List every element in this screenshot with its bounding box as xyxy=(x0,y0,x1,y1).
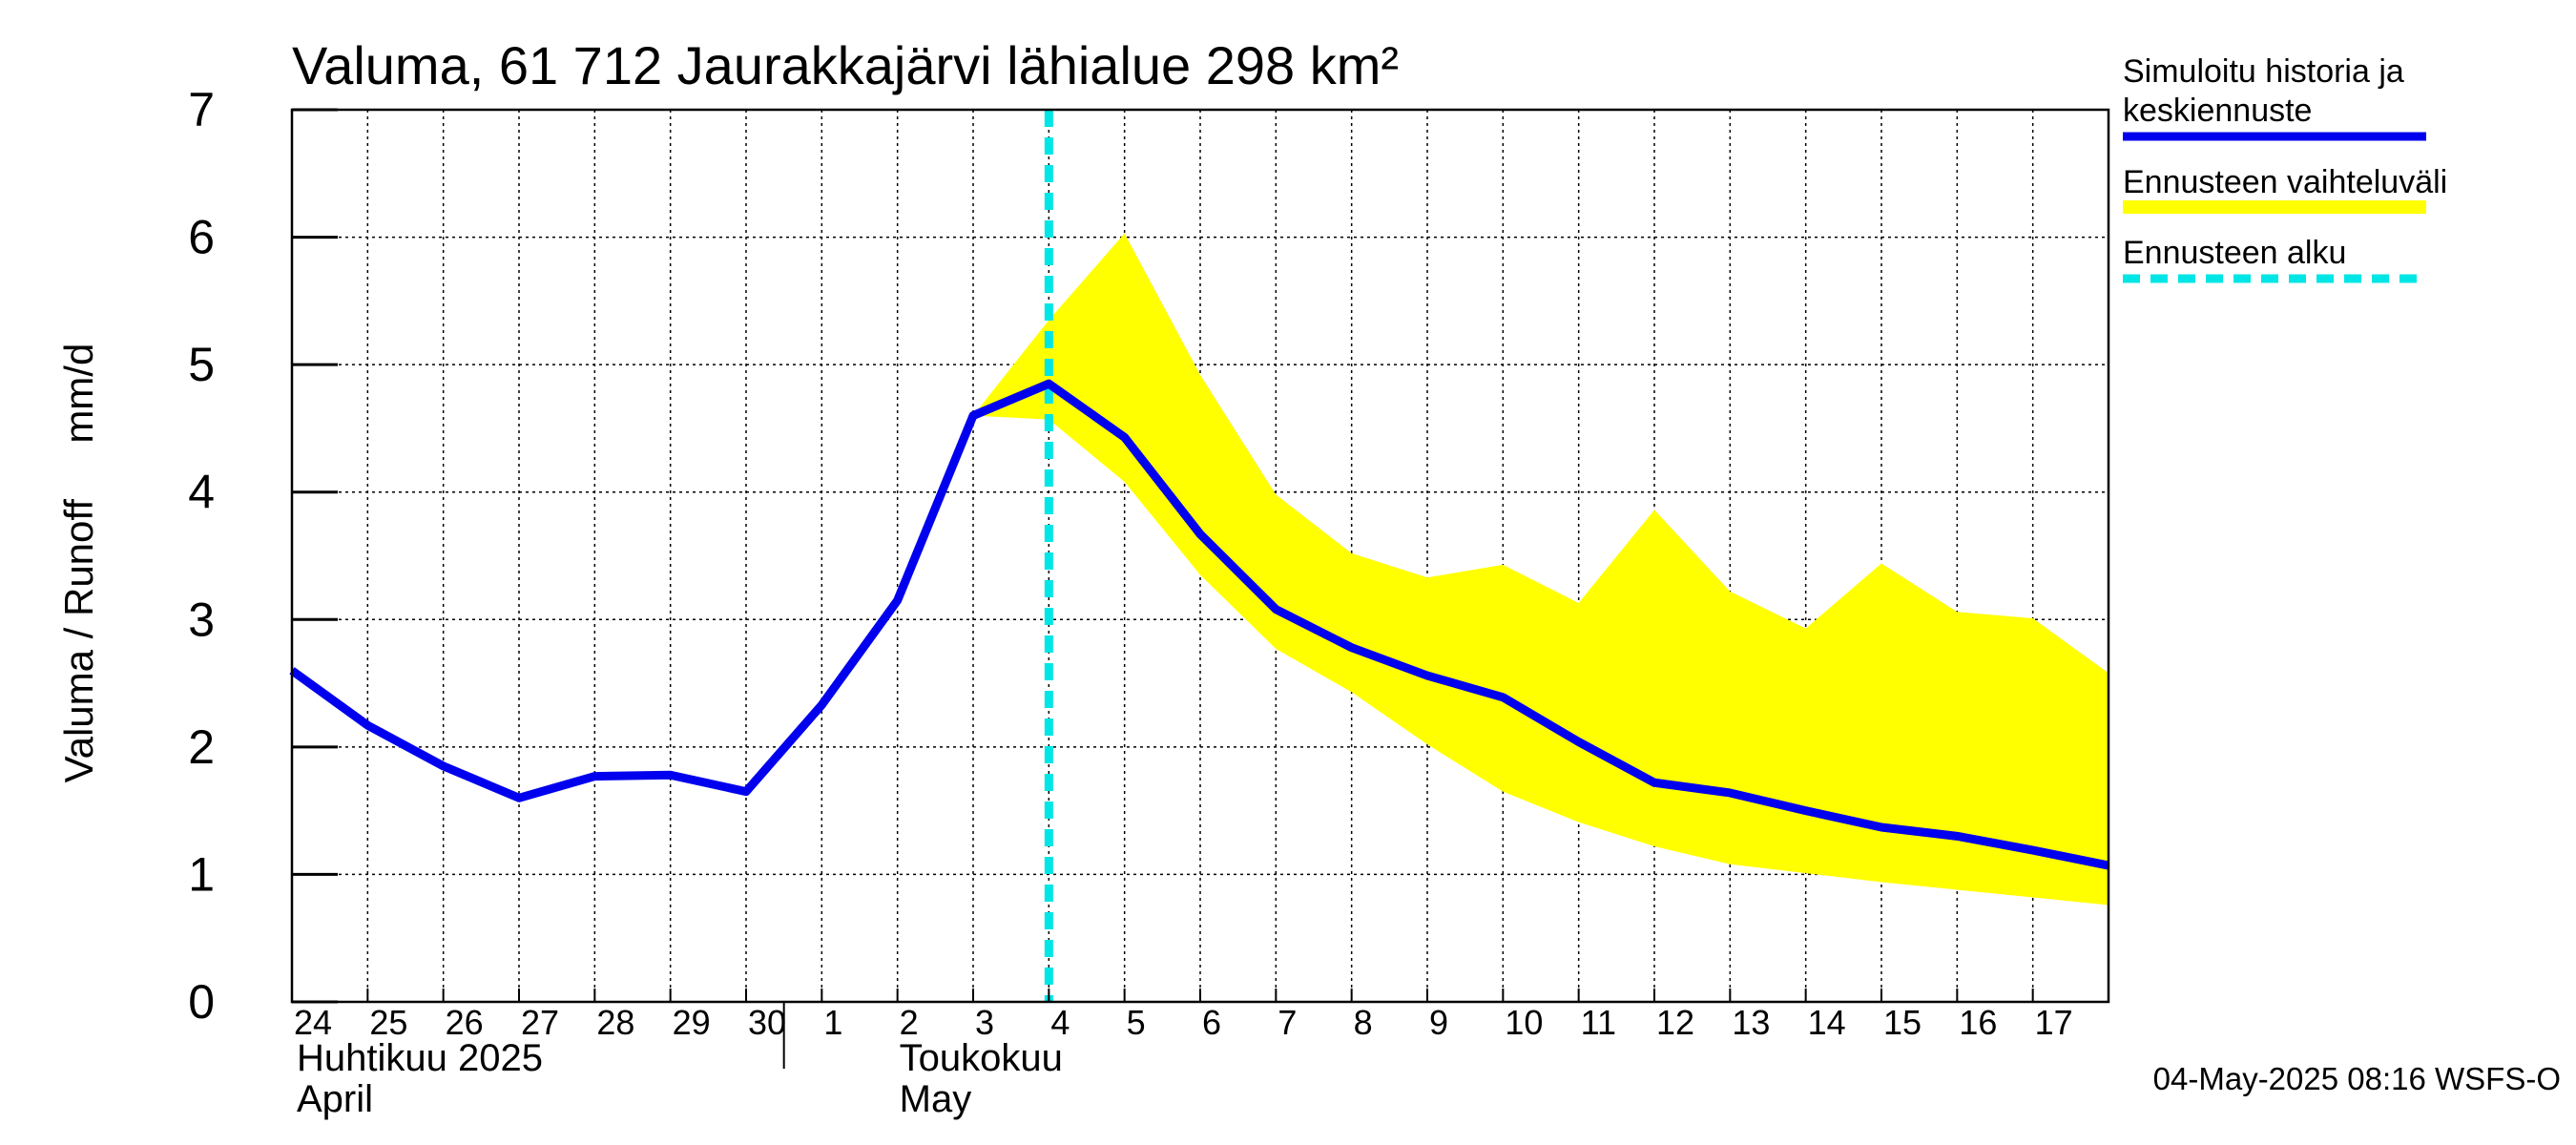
legend-label-band: Ennusteen vaihteluväli xyxy=(2123,164,2447,200)
x-tick-label: 30 xyxy=(748,1003,786,1042)
y-tick-label: 4 xyxy=(188,466,215,519)
x-tick-label: 10 xyxy=(1505,1003,1543,1042)
axes xyxy=(290,108,2110,1069)
x-tick-label: 4 xyxy=(1050,1003,1070,1042)
y-tick-label: 5 xyxy=(188,338,215,391)
x-tick-label: 13 xyxy=(1732,1003,1770,1042)
x-tick-labels: 24 25 26 27 28 29 30 1 2 3 4 5 6 7 8 9 10 11 12 13 14 15 16 17 xyxy=(294,1003,2073,1042)
x-tick-label: 3 xyxy=(975,1003,994,1042)
legend-label-mean: keskiennuste xyxy=(2123,93,2312,129)
x-tick-label: 16 xyxy=(1959,1003,1997,1042)
y-tick-label: 7 xyxy=(188,83,215,136)
x-tick-label: 12 xyxy=(1656,1003,1694,1042)
footer-timestamp: 04-May-2025 08:16 WSFS-O xyxy=(2153,1061,2561,1096)
legend-label-forecast-start: Ennusteen alku xyxy=(2123,235,2346,271)
x-tick-label: 25 xyxy=(369,1003,407,1042)
mean-series-line xyxy=(289,379,2109,870)
x-tick-label: 17 xyxy=(2035,1003,2073,1042)
y-tick-label: 2 xyxy=(188,720,215,774)
x-tick-label: 9 xyxy=(1429,1003,1448,1042)
month-label-line1: Huhtikuu 2025 xyxy=(297,1037,543,1079)
y-tick-label: 1 xyxy=(188,847,215,901)
month-label-line2: April xyxy=(297,1078,373,1120)
legend-label-mean: Simuloitu historia ja xyxy=(2123,53,2404,90)
y-tick-label: 0 xyxy=(188,975,215,1029)
forecast-band xyxy=(973,233,2109,906)
y-axis-label: Valuma / Runoff mm/d xyxy=(56,344,101,783)
x-tick-label: 1 xyxy=(823,1003,842,1042)
x-tick-label: 7 xyxy=(1278,1003,1297,1042)
forecast-range-band xyxy=(973,233,2109,906)
y-tick-labels: 0 1 2 3 4 5 6 7 xyxy=(188,83,215,1029)
month-label-line1: Toukokuu xyxy=(900,1037,1063,1079)
x-tick-label: 26 xyxy=(446,1003,484,1042)
chart-title: Valuma, 61 712 Jaurakkajärvi lähialue 29… xyxy=(292,35,1399,95)
x-tick-label: 6 xyxy=(1202,1003,1221,1042)
x-tick-label: 11 xyxy=(1581,1003,1616,1042)
x-tick-label: 28 xyxy=(596,1003,634,1042)
legend-swatch-band xyxy=(2123,200,2426,214)
x-tick-label: 29 xyxy=(673,1003,711,1042)
x-tick-label: 15 xyxy=(1883,1003,1922,1042)
y-tick-label: 6 xyxy=(188,211,215,264)
x-tick-label: 5 xyxy=(1127,1003,1146,1042)
x-tick-label: 24 xyxy=(294,1003,332,1042)
x-tick-label: 8 xyxy=(1354,1003,1373,1042)
x-tick-label: 27 xyxy=(521,1003,559,1042)
mean-series xyxy=(289,379,2109,870)
x-tick-label: 14 xyxy=(1808,1003,1846,1042)
x-tick-label: 2 xyxy=(900,1003,919,1042)
month-label-line2: May xyxy=(900,1078,972,1120)
y-tick-label: 3 xyxy=(188,593,215,646)
